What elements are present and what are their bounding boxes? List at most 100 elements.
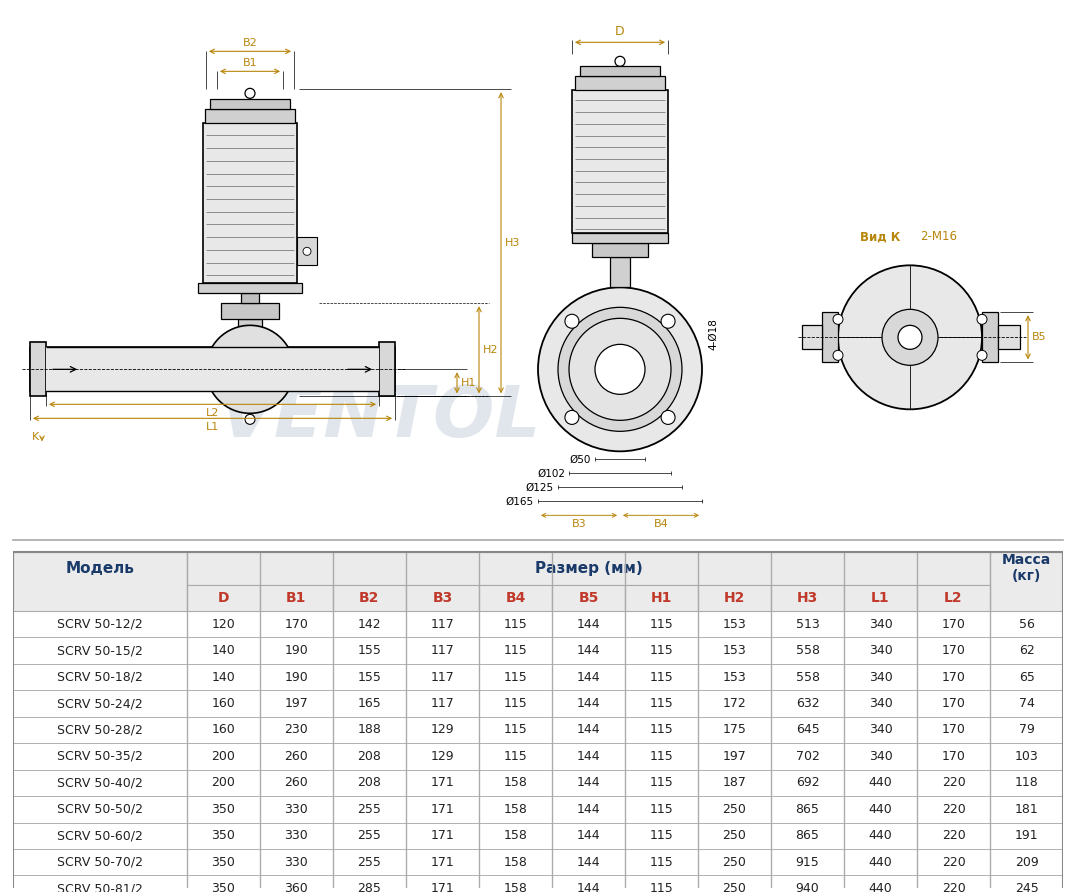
Text: 158: 158 — [504, 776, 527, 789]
Bar — [982, 312, 999, 362]
Text: L2: L2 — [206, 409, 220, 418]
Text: 208: 208 — [357, 750, 381, 763]
Text: 865: 865 — [795, 803, 820, 816]
Text: 129: 129 — [430, 750, 454, 763]
Text: 65: 65 — [1019, 671, 1034, 683]
Bar — [13, 822, 1063, 849]
Text: 153: 153 — [723, 617, 747, 631]
Bar — [592, 244, 648, 257]
Text: 197: 197 — [284, 697, 308, 710]
Bar — [221, 303, 279, 319]
Text: 153: 153 — [723, 671, 747, 683]
Circle shape — [977, 351, 987, 360]
Text: 171: 171 — [430, 803, 454, 816]
Text: 160: 160 — [212, 723, 236, 737]
Circle shape — [977, 314, 987, 325]
Text: 220: 220 — [942, 776, 965, 789]
Text: 170: 170 — [284, 617, 309, 631]
Text: 140: 140 — [212, 671, 236, 683]
Text: 140: 140 — [212, 644, 236, 657]
Text: SCRV 50-24/2: SCRV 50-24/2 — [57, 697, 143, 710]
Text: 350: 350 — [212, 803, 236, 816]
Text: 144: 144 — [577, 671, 600, 683]
Text: 115: 115 — [650, 723, 674, 737]
Text: VENTOL: VENTOL — [218, 383, 541, 452]
Text: B5: B5 — [578, 591, 598, 605]
Bar — [13, 875, 1063, 892]
Bar — [203, 123, 297, 284]
Bar — [241, 293, 259, 303]
Text: 220: 220 — [942, 803, 965, 816]
Text: 115: 115 — [650, 855, 674, 869]
Text: 260: 260 — [284, 776, 308, 789]
Text: SCRV 50-15/2: SCRV 50-15/2 — [57, 644, 143, 657]
Text: 340: 340 — [868, 671, 892, 683]
Text: 170: 170 — [942, 671, 965, 683]
Text: 692: 692 — [796, 776, 819, 789]
Circle shape — [565, 410, 579, 425]
Text: 144: 144 — [577, 697, 600, 710]
Circle shape — [245, 414, 255, 425]
Bar — [580, 66, 660, 77]
Text: 144: 144 — [577, 882, 600, 892]
Bar — [802, 326, 822, 350]
Circle shape — [538, 287, 702, 451]
Bar — [379, 343, 395, 396]
Bar — [822, 312, 838, 362]
Text: 129: 129 — [430, 723, 454, 737]
Text: 360: 360 — [284, 882, 308, 892]
Text: SCRV 50-60/2: SCRV 50-60/2 — [57, 830, 143, 842]
Text: 172: 172 — [723, 697, 747, 710]
Text: 197: 197 — [723, 750, 747, 763]
Text: H1: H1 — [651, 591, 672, 605]
Bar — [625, 585, 698, 611]
Text: 190: 190 — [284, 644, 308, 657]
Text: 103: 103 — [1015, 750, 1038, 763]
Bar — [610, 257, 631, 287]
Bar — [238, 319, 261, 347]
Text: 171: 171 — [430, 855, 454, 869]
Text: 165: 165 — [357, 697, 381, 710]
Bar — [13, 770, 1063, 797]
Text: 115: 115 — [650, 776, 674, 789]
Text: 187: 187 — [723, 776, 747, 789]
Text: 558: 558 — [795, 671, 820, 683]
Text: 158: 158 — [504, 803, 527, 816]
Text: 340: 340 — [868, 617, 892, 631]
Bar — [30, 343, 46, 396]
Text: 144: 144 — [577, 644, 600, 657]
Text: B2: B2 — [242, 38, 257, 48]
Text: 155: 155 — [357, 671, 381, 683]
Text: 115: 115 — [504, 697, 527, 710]
Text: 330: 330 — [284, 803, 308, 816]
Text: 115: 115 — [504, 723, 527, 737]
Bar — [13, 797, 1063, 822]
Text: 250: 250 — [723, 803, 747, 816]
Text: 190: 190 — [284, 671, 308, 683]
Text: H3: H3 — [505, 238, 521, 248]
Bar — [917, 585, 990, 611]
Text: 144: 144 — [577, 803, 600, 816]
Text: 144: 144 — [577, 723, 600, 737]
Bar — [13, 743, 1063, 770]
Text: B3: B3 — [571, 519, 586, 529]
Text: 144: 144 — [577, 855, 600, 869]
Text: Масса
(кг): Масса (кг) — [1002, 553, 1051, 583]
Text: 115: 115 — [650, 830, 674, 842]
Text: Ø125: Ø125 — [526, 483, 554, 492]
Text: 115: 115 — [504, 671, 527, 683]
Text: 255: 255 — [357, 830, 381, 842]
Bar — [13, 690, 1063, 717]
Text: 915: 915 — [795, 855, 820, 869]
Bar — [260, 585, 332, 611]
Text: Размер (мм): Размер (мм) — [535, 561, 642, 575]
Circle shape — [661, 410, 675, 425]
Text: 340: 340 — [868, 723, 892, 737]
Bar — [187, 585, 260, 611]
Bar — [572, 90, 668, 234]
Text: 158: 158 — [504, 882, 527, 892]
Bar — [13, 551, 187, 611]
Text: 330: 330 — [284, 855, 308, 869]
Text: 250: 250 — [723, 882, 747, 892]
Bar — [198, 284, 302, 293]
